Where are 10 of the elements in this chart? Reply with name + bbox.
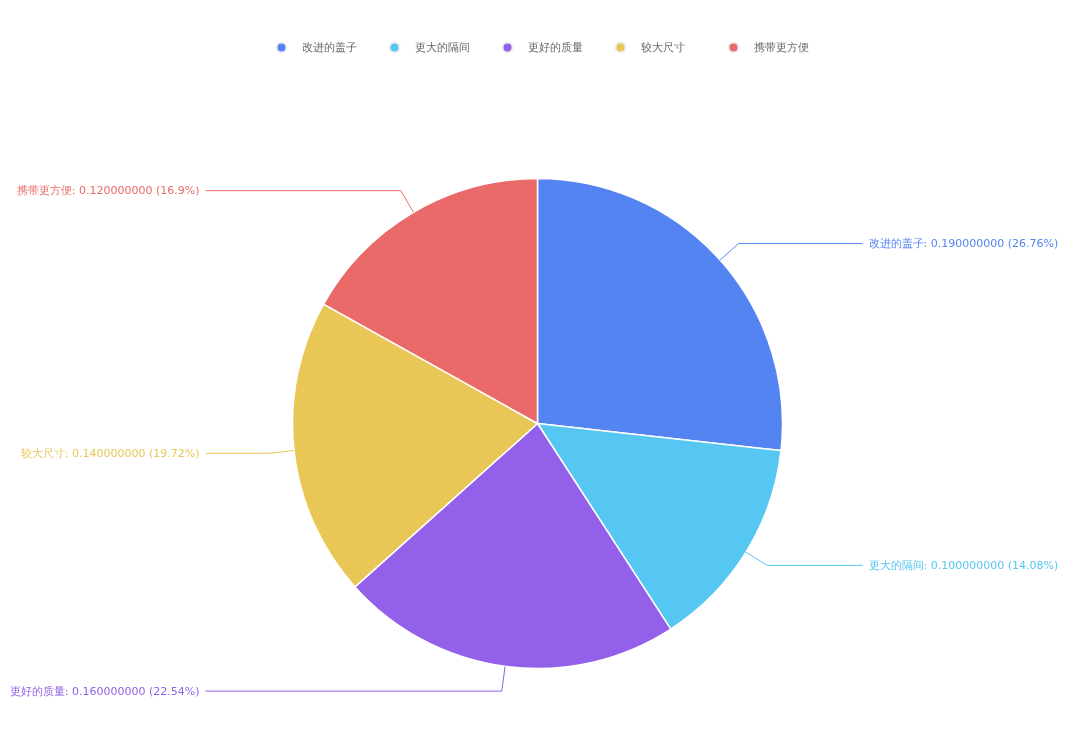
legend-label: 更好的质量 <box>527 41 583 54</box>
data-label: 更好的质量: 0.160000000 (22.54%) <box>9 684 200 698</box>
data-label: 较大尺寸: 0.140000000 (19.72%) <box>20 446 200 460</box>
legend-label: 较大尺寸 <box>640 41 685 54</box>
data-label: 改进的盖子: 0.190000000 (26.76%) <box>868 236 1059 250</box>
legend-label: 改进的盖子 <box>301 41 357 54</box>
data-label: 携带更方便: 0.120000000 (16.9%) <box>16 184 200 198</box>
legend-label: 更大的隔间 <box>414 41 470 54</box>
data-label: 更大的隔间: 0.100000000 (14.08%) <box>868 558 1059 572</box>
legend-label: 携带更方便 <box>753 41 809 54</box>
